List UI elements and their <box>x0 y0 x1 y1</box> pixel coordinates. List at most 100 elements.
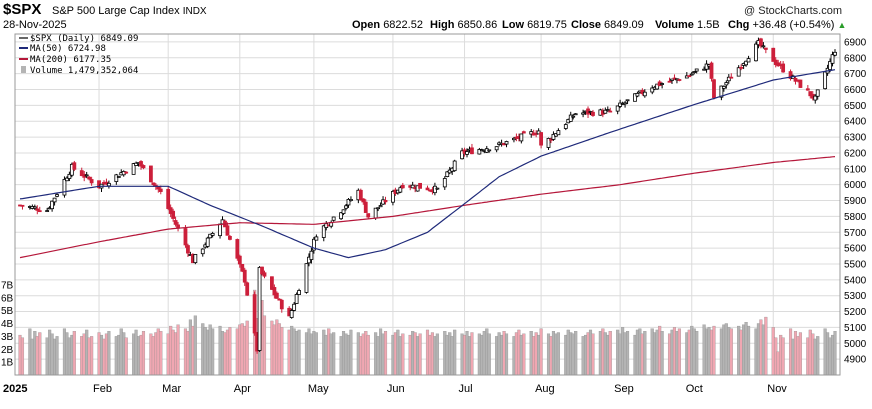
candle-body <box>274 292 279 299</box>
candle-body <box>603 109 608 114</box>
candle-body <box>615 105 620 112</box>
candle-body <box>107 182 111 187</box>
candle-body <box>272 287 277 296</box>
candle-body <box>465 151 469 155</box>
price-tick-label: 5000 <box>844 339 867 350</box>
candle-body <box>45 210 50 212</box>
candle-body <box>344 205 348 209</box>
candle-body <box>551 133 556 140</box>
candle-body <box>702 68 707 71</box>
candle-body <box>363 201 368 213</box>
candle-body <box>260 266 264 275</box>
candle-body <box>808 91 813 97</box>
symbol: $SPX <box>3 1 42 18</box>
volume-bar <box>660 331 664 376</box>
candle-body <box>763 47 768 50</box>
volume-bar <box>383 331 388 376</box>
candle-body <box>519 133 524 142</box>
volume-bar <box>695 331 699 376</box>
candle-body <box>581 112 585 115</box>
chart-grid <box>15 34 840 375</box>
candle-body <box>650 87 655 93</box>
candle-body <box>660 83 665 85</box>
candle-body <box>52 197 57 203</box>
candle-body <box>744 60 748 66</box>
candle-body <box>521 131 526 134</box>
candle-body <box>709 62 714 79</box>
price-tick-label: 6900 <box>844 37 867 48</box>
candle-body <box>605 109 610 111</box>
candle-body <box>373 207 378 219</box>
legend-ma200: MA(200) 6177.35 <box>30 55 111 65</box>
candle-body <box>739 66 744 69</box>
axes: 4900 5000 5100 5200 5300 5400 5500 5600 5700 5800… <box>1 37 867 395</box>
volume-bar <box>625 331 630 376</box>
volume-bar <box>72 331 76 376</box>
volume-bars <box>18 289 837 376</box>
price-tick-label: 6000 <box>844 180 867 191</box>
candle-body <box>487 149 492 152</box>
candle-body <box>237 255 242 265</box>
volume-bar <box>245 320 249 376</box>
candle-body <box>321 225 326 238</box>
volume-bar <box>747 325 751 376</box>
month-label: Aug <box>535 383 555 395</box>
volume-bar <box>764 316 768 376</box>
volume-bar <box>522 333 526 376</box>
candle-body <box>761 45 766 48</box>
candle-body <box>257 266 262 351</box>
candle-body <box>573 113 578 116</box>
volume-bar <box>608 331 612 376</box>
volume-bar <box>487 333 491 376</box>
candle-body <box>692 71 697 73</box>
candle-body <box>788 71 793 79</box>
candle-body <box>828 61 832 70</box>
candle-body <box>35 208 40 211</box>
candle-body <box>289 310 294 318</box>
candle-body <box>361 198 366 203</box>
candle-body <box>297 290 301 295</box>
month-label: Apr <box>234 383 251 395</box>
candle-body <box>309 250 314 260</box>
candle-body <box>754 43 758 62</box>
candle-body <box>245 282 250 296</box>
candle-body <box>50 200 55 210</box>
candle-body <box>193 254 198 264</box>
stockcharts-credit[interactable]: @ StockCharts.com <box>744 5 842 17</box>
candle-body <box>823 71 828 90</box>
volume-bar <box>38 332 42 376</box>
ma50-line <box>19 69 836 259</box>
volume-tick-label: 4B <box>1 319 14 330</box>
candle-body <box>410 184 415 189</box>
volume-bar <box>816 336 820 376</box>
legend-volume: Volume 1,479,352,064 <box>30 66 138 76</box>
volume-bar <box>401 333 405 376</box>
candle-body <box>84 174 89 177</box>
candle-body <box>736 67 741 77</box>
volume-bar <box>418 333 422 376</box>
candle-body <box>151 182 156 185</box>
candle-body <box>331 216 336 221</box>
chart-header: $SPX S&P 500 Large Cap Index INDX 28-Nov… <box>0 0 872 34</box>
legend-price: $SPX (Daily) 6849.09 <box>30 34 138 44</box>
month-label: Mar <box>162 383 181 395</box>
candle-body <box>400 185 405 189</box>
month-label: Nov <box>767 383 787 395</box>
volume-tick-label: 7B <box>1 280 14 291</box>
volume-bar <box>124 337 128 376</box>
price-tick-label: 6700 <box>844 69 867 80</box>
candle-body <box>591 111 595 116</box>
price-tick-label: 5100 <box>844 323 867 334</box>
candle-body <box>642 91 647 97</box>
candle-body <box>815 89 820 97</box>
candle-body <box>304 263 309 293</box>
candle-body <box>477 149 482 155</box>
candle-body <box>242 269 247 283</box>
candle-body <box>366 213 371 218</box>
volume-bar <box>262 315 267 376</box>
candle-body <box>830 54 835 64</box>
volume-bar <box>453 329 457 376</box>
candle-body <box>813 95 818 101</box>
candle-body <box>759 38 763 47</box>
